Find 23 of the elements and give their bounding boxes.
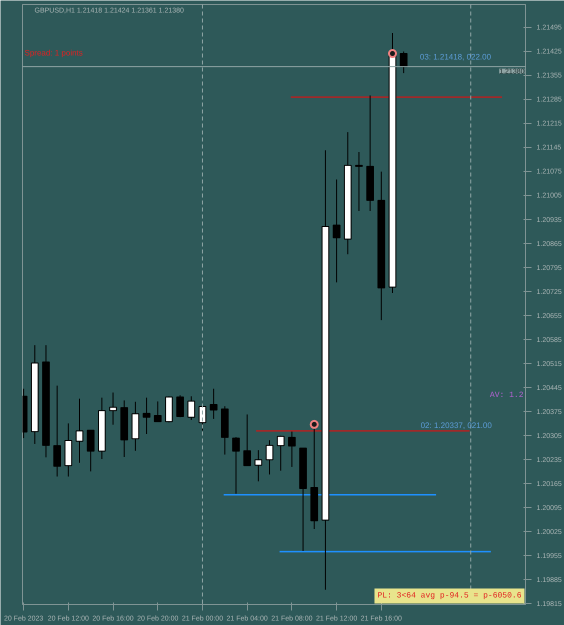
candlestick [288,431,296,468]
annotation: 03: 1.21418, 022.00 [420,52,492,62]
candlestick [109,392,117,426]
candlestick [243,414,252,466]
candlestick [276,435,285,472]
candlestick [142,397,150,435]
candlestick [332,178,340,283]
annotation: Spread: 1 points [24,48,83,58]
candlestick [53,385,62,478]
candlestick [76,398,84,464]
candlestick [187,396,196,420]
candlestick [86,430,95,472]
candlestick [176,394,184,418]
candlestick [355,152,363,212]
annotation: PL: 3<64 avg p-94.5 = p-6050.6 [377,592,522,600]
candlestick [400,51,408,74]
annotation: 02: 1.20337, 021.00 [420,420,492,430]
candlestick [232,436,240,494]
candlestick [210,388,218,420]
candlestick [154,400,162,422]
annotation: AV: 1.2 [490,391,524,400]
candlestick [266,440,274,475]
candlestick [254,450,262,482]
